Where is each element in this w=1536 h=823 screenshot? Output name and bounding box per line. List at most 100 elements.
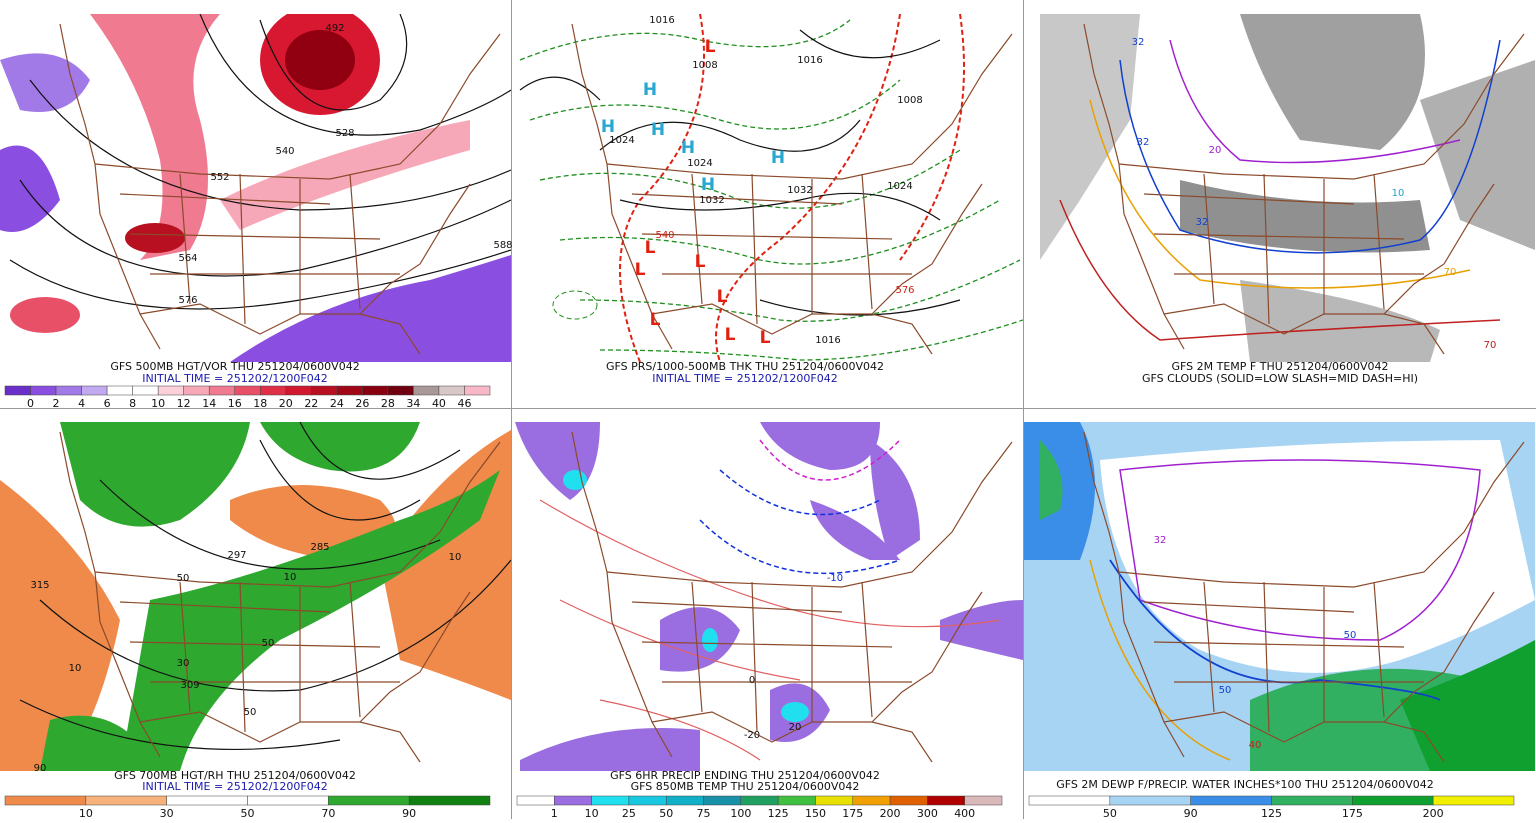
colorbar-label: 50 <box>241 807 255 819</box>
colorbar-segment <box>889 795 928 806</box>
colorbar-label: 200 <box>1423 807 1444 819</box>
contour-label: 1032 <box>787 185 812 196</box>
contour-label: 20 <box>789 722 802 733</box>
contour-label: H <box>701 175 715 195</box>
panel-caption: GFS 700MB HGT/RH THU 251204/0600V042 <box>114 769 356 782</box>
contour-label: 0 <box>749 675 755 686</box>
colorbar-segment <box>516 795 555 806</box>
contour-label: 315 <box>30 580 49 591</box>
contour-label: 1016 <box>815 335 840 346</box>
colorbar-label: 10 <box>585 807 599 819</box>
contour-label: L <box>725 325 736 345</box>
colorbar-segment <box>665 795 704 806</box>
colorbar-segment <box>777 795 816 806</box>
contour-label: 588 <box>493 240 512 251</box>
colorbar-label: 4 <box>78 397 85 410</box>
contour-label: 1024 <box>687 158 712 169</box>
colorbar-label: 8 <box>129 397 136 410</box>
colorbar-segment <box>328 795 410 806</box>
colorbar-segment <box>85 795 167 806</box>
contour-label: 492 <box>325 23 344 34</box>
colorbar-segment <box>815 795 854 806</box>
colorbar-label: 6 <box>104 397 111 410</box>
colorbar-segment <box>964 795 1003 806</box>
contour-label: 40 <box>1249 740 1262 751</box>
colorbar-label: 14 <box>202 397 216 410</box>
contour-label: 70 <box>1484 340 1497 351</box>
colorbar-label: 90 <box>1184 807 1198 819</box>
contour-label: 297 <box>227 550 246 561</box>
contour-label: 50 <box>262 638 275 649</box>
contour-label: L <box>650 310 661 330</box>
colorbar-label: 30 <box>160 807 174 819</box>
colorbar-label: 50 <box>659 807 673 819</box>
contour-label: H <box>643 80 657 100</box>
colorbar-label: 150 <box>805 807 826 819</box>
colorbar-segment <box>852 795 891 806</box>
contour-label: 1016 <box>797 55 822 66</box>
colorbar-segment <box>166 795 248 806</box>
panel-caption: GFS 6HR PRECIP ENDING THU 251204/0600V04… <box>610 769 880 782</box>
colorbar-label: 50 <box>1103 807 1117 819</box>
colorbar-label: 28 <box>381 397 395 410</box>
colorbar-segment <box>362 385 389 396</box>
contour-label: 32 <box>1196 217 1209 228</box>
map-500mb-vorticity <box>0 14 511 362</box>
colorbar-segment <box>81 385 108 396</box>
colorbar-segment <box>1109 795 1191 806</box>
colorbar-label: 2 <box>53 397 60 410</box>
colorbar-label: 40 <box>432 397 446 410</box>
contour-label: 1032 <box>699 195 724 206</box>
colorbar-segment <box>1352 795 1434 806</box>
colorbar-segment <box>285 385 312 396</box>
contour-label: 50 <box>1344 630 1357 641</box>
colorbar-label: 10 <box>79 807 93 819</box>
contour-label: 528 <box>335 128 354 139</box>
contour-label: 32 <box>1132 37 1145 48</box>
panel-caption: GFS 2M TEMP F THU 251204/0600V042 <box>1172 360 1389 373</box>
contour-label: 70 <box>1444 267 1457 278</box>
colorbar-label: 26 <box>355 397 369 410</box>
contour-label: L <box>695 252 706 272</box>
contour-label: 90 <box>34 763 47 774</box>
colorbar-label: 175 <box>1342 807 1363 819</box>
colorbar-segment <box>311 385 338 396</box>
colorbar-segment <box>464 385 491 396</box>
colorbar-segment <box>55 385 82 396</box>
colorbar-segment <box>387 385 414 396</box>
contour-label: 10 <box>284 572 297 583</box>
contour-label: 309 <box>180 680 199 691</box>
panel-caption: GFS CLOUDS (SOLID=LOW SLASH=MID DASH=HI) <box>1142 372 1418 385</box>
contour-label: 564 <box>178 253 197 264</box>
contour-label: L <box>645 238 656 258</box>
contour-label: L <box>760 328 771 348</box>
contour-label: 1008 <box>692 60 717 71</box>
map-pressure-thickness <box>512 14 1023 362</box>
panel-caption: INITIAL TIME = 251202/1200F042 <box>142 780 327 793</box>
colorbar-segment <box>438 385 465 396</box>
colorbar-segment <box>1190 795 1272 806</box>
contour-label: 1024 <box>887 181 912 192</box>
colorbar-label: 400 <box>954 807 975 819</box>
panel-caption: GFS 500MB HGT/VOR THU 251204/0600V042 <box>110 360 359 373</box>
contour-label: H <box>771 148 785 168</box>
colorbar-segment <box>234 385 261 396</box>
contour-label: 10 <box>449 552 462 563</box>
colorbar-label: 200 <box>880 807 901 819</box>
colorbar-label: 25 <box>622 807 636 819</box>
colorbar-label: 125 <box>1261 807 1282 819</box>
contour-label: H <box>651 120 665 140</box>
colorbar-segment <box>106 385 133 396</box>
contour-label: 50 <box>244 707 257 718</box>
colorbar-segment <box>183 385 210 396</box>
map-700mb-rh <box>0 422 511 771</box>
colorbar-segment <box>927 795 965 806</box>
colorbar-label: 300 <box>917 807 938 819</box>
panel-caption: GFS 850MB TEMP THU 251204/0600V042 <box>631 780 860 793</box>
colorbar-segment <box>628 795 667 806</box>
colorbar-label: 90 <box>402 807 416 819</box>
colorbar-label: 70 <box>321 807 335 819</box>
map-2m-temp-clouds <box>1024 14 1535 362</box>
contour-label: 32 <box>1154 535 1167 546</box>
